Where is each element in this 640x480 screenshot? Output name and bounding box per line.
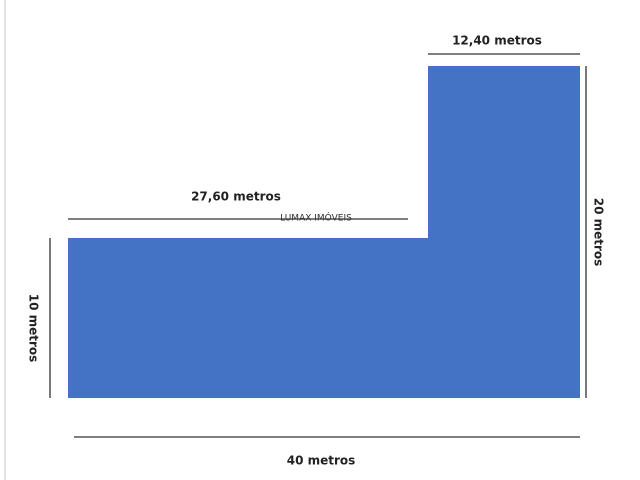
dimension-label: 27,60 metros: [191, 190, 281, 204]
watermark: LUMAX IMÓVEIS: [280, 212, 352, 224]
lot-shape: [68, 66, 580, 398]
dimension-label: 40 metros: [287, 454, 356, 468]
dimension-label: 12,40 metros: [452, 34, 542, 48]
dimension-label: 10 metros: [27, 294, 41, 363]
dimension-label: 20 metros: [592, 198, 606, 267]
